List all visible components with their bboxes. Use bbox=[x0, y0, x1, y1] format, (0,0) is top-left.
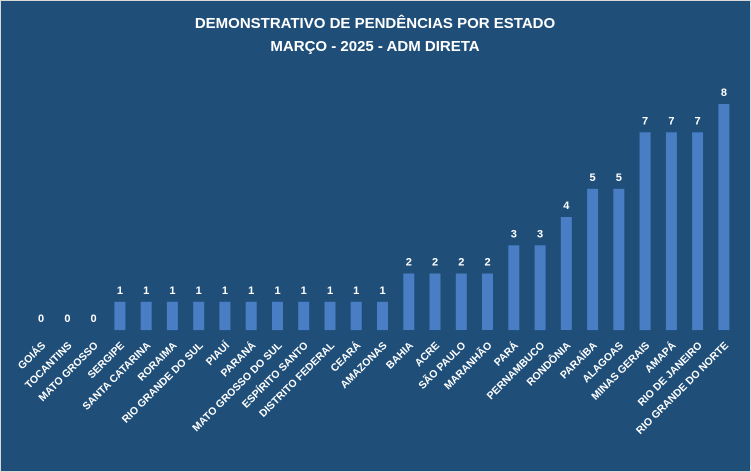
value-label-15: 2 bbox=[432, 257, 438, 269]
value-label-25: 7 bbox=[695, 115, 701, 127]
bar-3 bbox=[114, 301, 126, 331]
value-label-13: 1 bbox=[379, 285, 385, 297]
bar-8 bbox=[245, 301, 257, 331]
bar-25 bbox=[692, 132, 704, 331]
value-label-2: 0 bbox=[91, 313, 97, 325]
value-labels-group: 0 0 0 1 1 1 1 1 1 1 1 1 1 1 2 2 2 2 3 3 4 5 5 7 7 7 8 bbox=[38, 87, 727, 325]
bar-12 bbox=[350, 301, 362, 331]
bar-7 bbox=[219, 301, 231, 331]
bar-9 bbox=[272, 301, 283, 331]
bar-14 bbox=[403, 273, 415, 330]
value-label-3: 1 bbox=[117, 285, 123, 297]
bars-group bbox=[114, 104, 730, 331]
value-label-20: 4 bbox=[563, 200, 570, 212]
value-label-12: 1 bbox=[353, 285, 359, 297]
bar-16 bbox=[455, 273, 467, 330]
value-label-16: 2 bbox=[458, 257, 464, 269]
bar-15 bbox=[429, 273, 441, 330]
chart-title: DEMONSTRATIVO DE PENDÊNCIAS POR ESTADO bbox=[195, 14, 556, 32]
value-label-5: 1 bbox=[169, 285, 175, 297]
value-label-18: 3 bbox=[511, 228, 517, 240]
bar-11 bbox=[324, 301, 336, 331]
bar-26 bbox=[718, 104, 730, 330]
bar-5 bbox=[166, 301, 178, 331]
value-label-8: 1 bbox=[248, 285, 254, 297]
value-label-11: 1 bbox=[327, 285, 333, 297]
value-label-19: 3 bbox=[537, 228, 543, 240]
bar-22 bbox=[613, 188, 625, 331]
bar-10 bbox=[298, 301, 310, 331]
value-label-1: 0 bbox=[64, 313, 70, 325]
bar-17 bbox=[482, 273, 493, 330]
chart-subtitle: MARÇO - 2025 - ADM DIRETA bbox=[270, 38, 479, 55]
bar-18 bbox=[508, 245, 520, 331]
value-label-26: 8 bbox=[721, 87, 727, 99]
value-label-23: 7 bbox=[642, 115, 648, 127]
bar-13 bbox=[377, 301, 388, 331]
value-label-4: 1 bbox=[143, 285, 149, 297]
value-label-6: 1 bbox=[196, 285, 202, 297]
value-label-22: 5 bbox=[616, 172, 622, 184]
value-label-10: 1 bbox=[301, 285, 307, 297]
value-label-17: 2 bbox=[484, 257, 490, 269]
bar-4 bbox=[140, 301, 152, 331]
bar-20 bbox=[560, 217, 572, 330]
value-label-21: 5 bbox=[590, 172, 596, 184]
value-label-24: 7 bbox=[668, 115, 674, 127]
bar-24 bbox=[665, 132, 677, 331]
value-label-0: 0 bbox=[38, 313, 44, 325]
category-label-14: BAHIA bbox=[384, 339, 416, 371]
value-label-14: 2 bbox=[406, 257, 412, 269]
bar-23 bbox=[639, 132, 651, 331]
value-label-9: 1 bbox=[274, 285, 280, 297]
bar-21 bbox=[587, 188, 599, 331]
bar-19 bbox=[534, 245, 546, 331]
value-label-7: 1 bbox=[222, 285, 228, 297]
bar-6 bbox=[193, 301, 205, 331]
